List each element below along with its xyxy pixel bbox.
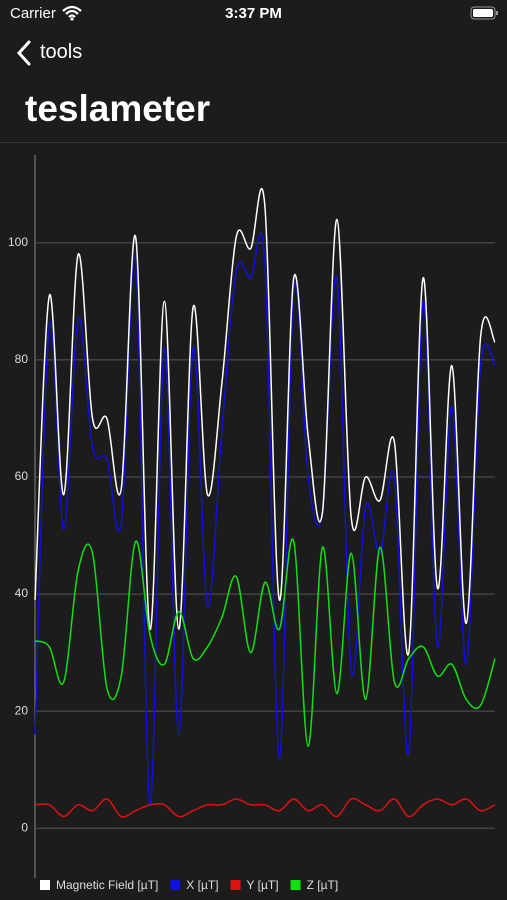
page-title: teslameter bbox=[25, 88, 211, 129]
legend-label: X [µT] bbox=[186, 878, 218, 892]
y-tick-label: 40 bbox=[15, 586, 29, 600]
y-tick-label: 60 bbox=[15, 469, 29, 483]
y-tick-label: 80 bbox=[15, 352, 29, 366]
data-line bbox=[34, 232, 496, 806]
legend-swatch bbox=[170, 880, 181, 890]
back-chevron[interactable] bbox=[15, 40, 33, 66]
battery-icon bbox=[470, 6, 498, 20]
y-tick-label: 0 bbox=[21, 820, 28, 834]
legend-label: Y [µT] bbox=[247, 878, 279, 892]
legend-swatch bbox=[290, 880, 301, 890]
carrier: Carrier bbox=[10, 5, 56, 22]
y-tick-label: 20 bbox=[15, 703, 29, 717]
nav-divider bbox=[0, 142, 507, 143]
data-line bbox=[34, 538, 496, 748]
back-button[interactable]: tools bbox=[40, 41, 83, 63]
data-line bbox=[34, 187, 496, 656]
clock: 3:37 PM bbox=[225, 5, 282, 22]
legend-label: Z [µT] bbox=[307, 878, 339, 892]
legend-label: Magnetic Field [µT] bbox=[56, 878, 158, 892]
wifi-icon bbox=[62, 5, 82, 21]
legend-swatch bbox=[230, 880, 241, 890]
legend-swatch bbox=[40, 880, 50, 890]
y-tick-label: 100 bbox=[8, 235, 28, 249]
data-line bbox=[34, 797, 496, 818]
